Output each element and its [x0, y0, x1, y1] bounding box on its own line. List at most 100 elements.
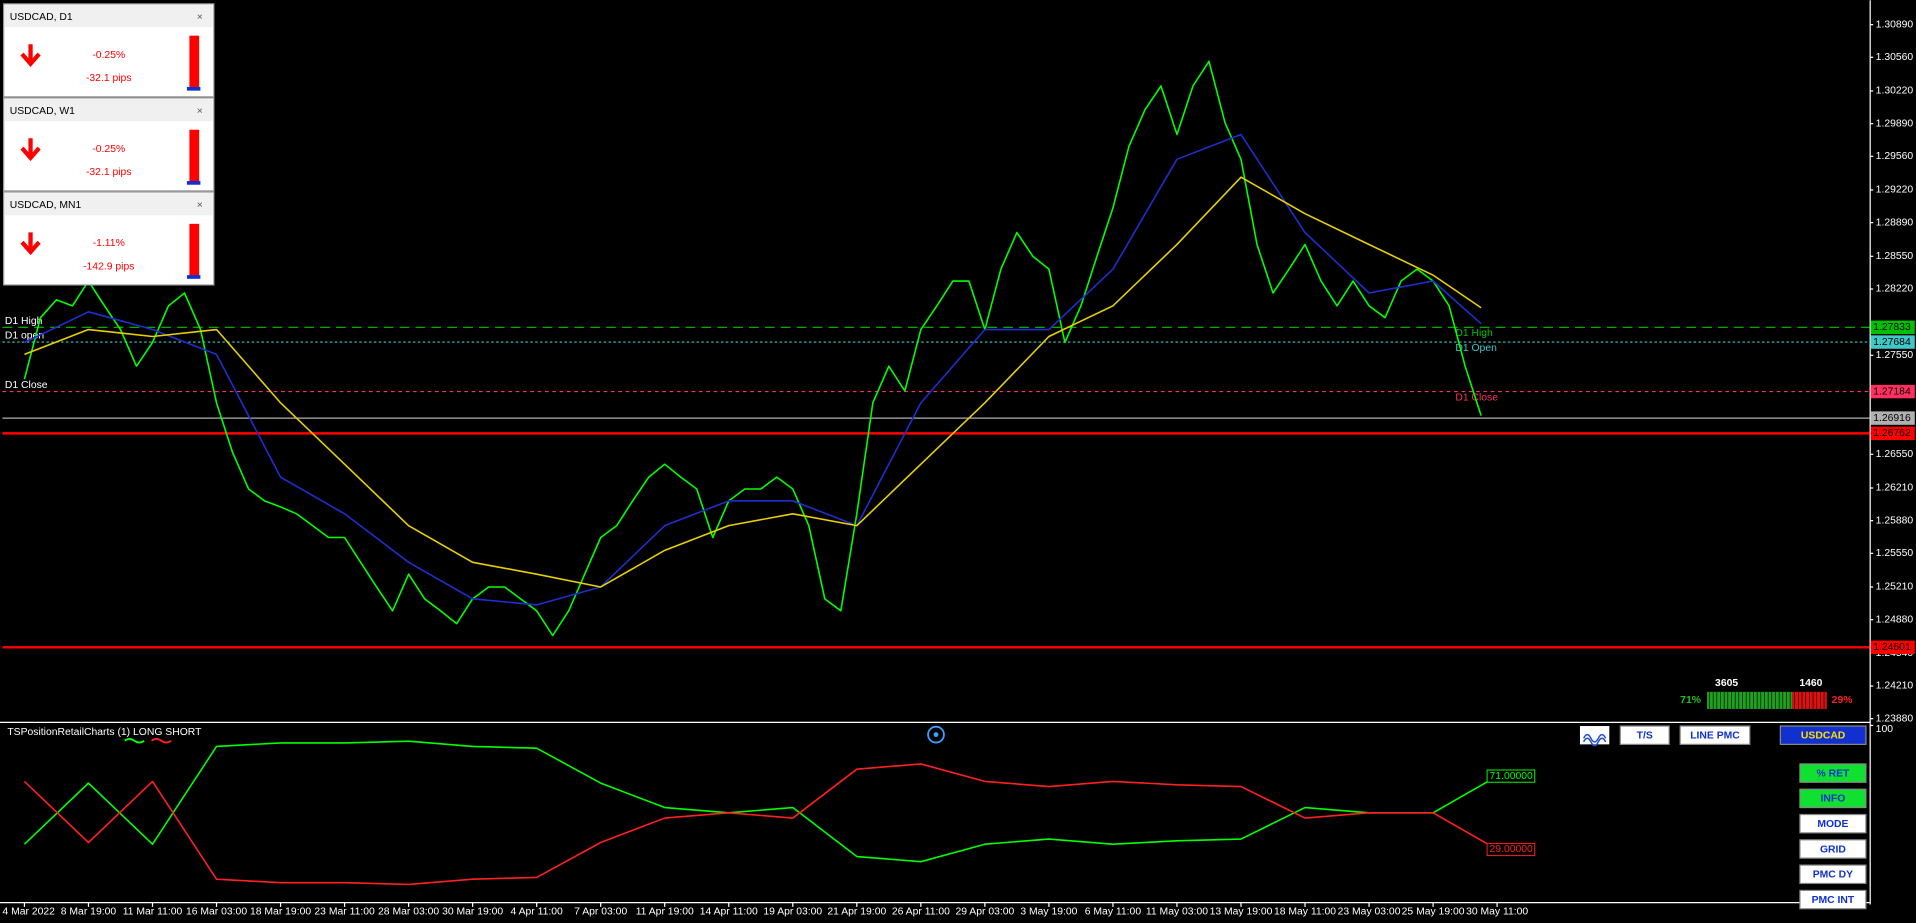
info-panel: USDCAD, D1 × -0.25% -32.1 pips — [3, 3, 215, 98]
price-level-tag — [1870, 335, 1915, 349]
x-tick-label: 18 May 11:00 — [1274, 907, 1336, 918]
toolbar-button[interactable]: USDCAD — [1779, 725, 1867, 745]
x-tick-label: 4 Mar 2022 — [2, 907, 55, 918]
level-right-text: D1 Close — [1455, 392, 1498, 403]
panel-change: -0.25% — [92, 144, 125, 155]
x-tick-label: 25 May 19:00 — [1402, 907, 1465, 918]
button-label: USDCAD — [1801, 731, 1846, 742]
y-tick-label: 1.25210 — [1876, 582, 1914, 593]
legend-long — [124, 737, 145, 744]
panel-bar — [189, 129, 200, 184]
price-level-label: 1.27684 — [1873, 337, 1911, 348]
x-tick-label: 30 Mar 19:00 — [442, 907, 503, 918]
panel-close[interactable]: × — [197, 12, 203, 23]
y-tick-label: 1.29220 — [1876, 185, 1914, 196]
price-level-label: 1.26762 — [1873, 428, 1911, 439]
panel-bar — [189, 35, 200, 90]
button-bg — [1799, 864, 1867, 885]
price-level-tag — [1870, 426, 1915, 441]
button-bg — [1799, 788, 1867, 809]
button-bg — [1799, 813, 1867, 834]
end-label-box — [1486, 842, 1536, 857]
panel-pips: -32.1 pips — [86, 167, 132, 178]
button-bg — [1679, 725, 1751, 745]
series-line — [24, 176, 1482, 588]
end-label: 71.00000 — [1490, 771, 1534, 782]
panel-change: -0.25% — [92, 50, 125, 61]
x-tick-label: 23 May 03:00 — [1338, 907, 1401, 918]
y-tick-label: 1.28220 — [1876, 284, 1914, 295]
panel-change: -1.11% — [93, 238, 125, 249]
series-line — [23, 60, 1482, 637]
x-tick-label: 29 Apr 03:00 — [955, 907, 1014, 918]
toolbar-button[interactable]: T/S — [1619, 725, 1670, 745]
sentiment-count: 3605 — [1715, 678, 1738, 689]
x-tick-label: 13 May 19:00 — [1210, 907, 1273, 918]
price-level-label: 1.27184 — [1873, 386, 1911, 397]
end-label: 29.00000 — [1490, 844, 1534, 855]
x-tick-label: 4 Apr 11:00 — [511, 907, 564, 918]
target-icon[interactable] — [927, 725, 945, 744]
button-label: LINE PMC — [1690, 731, 1740, 742]
price-level-label: 1.24601 — [1873, 642, 1911, 653]
panel-title: USDCAD, MN1 — [10, 200, 82, 211]
side-button[interactable]: PMC DY — [1799, 864, 1867, 885]
down-arrow — [20, 232, 41, 256]
price-level-tag — [1870, 320, 1915, 335]
y-tick-label: 1.30890 — [1876, 19, 1914, 30]
wave-button-bg — [1579, 726, 1610, 745]
sentiment-count: 1460 — [1799, 678, 1822, 689]
side-button[interactable]: MODE — [1799, 813, 1867, 834]
button-label: % RET — [1816, 768, 1850, 779]
button-bg — [1799, 839, 1867, 859]
y-tick-label: 1.24880 — [1876, 614, 1914, 625]
side-button[interactable]: % RET — [1799, 763, 1867, 783]
side-button[interactable]: GRID — [1799, 839, 1867, 859]
toolbar-button[interactable]: LINE PMC — [1679, 725, 1751, 745]
button-label: INFO — [1821, 794, 1846, 805]
price-level-label: 1.27833 — [1873, 322, 1911, 333]
x-tick-label: 11 May 03:00 — [1146, 907, 1208, 918]
panel-close[interactable]: × — [197, 200, 203, 211]
panel-header — [4, 99, 213, 122]
x-tick-label: 11 Apr 19:00 — [636, 907, 694, 918]
x-tick-label: 19 Apr 03:00 — [763, 907, 822, 918]
wave-button[interactable] — [1579, 726, 1610, 747]
y-tick-label: 1.28550 — [1876, 251, 1914, 262]
x-tick-label: 14 Apr 11:00 — [700, 907, 758, 918]
side-button[interactable]: INFO — [1799, 788, 1867, 809]
panel-bar-base — [186, 181, 201, 185]
panel-bar-base — [186, 275, 201, 279]
x-tick-label: 18 Mar 19:00 — [250, 907, 311, 918]
price-level-tag — [1870, 411, 1915, 425]
level-right-text: D1 Open — [1455, 343, 1497, 354]
wave-icon — [1582, 733, 1607, 747]
price-level-tag — [1870, 640, 1915, 655]
button-bg — [1779, 725, 1867, 745]
panel-pips: -32.1 pips — [86, 73, 132, 84]
y-tick-label: 1.23880 — [1876, 713, 1914, 724]
sentiment-percent: 29% — [1832, 695, 1853, 706]
sentiment-percent: 71% — [1680, 695, 1701, 706]
level-right-text: D1 High — [1455, 328, 1493, 339]
target-icon-dot — [933, 732, 939, 738]
y-tick-label: 1.30560 — [1876, 52, 1914, 63]
y-tick-label: 1.28890 — [1876, 217, 1914, 228]
series-line — [23, 740, 1498, 863]
x-tick-label: 8 Mar 19:00 — [61, 907, 117, 918]
y-tick-label: 1.26550 — [1876, 449, 1914, 460]
panel-close[interactable]: × — [197, 106, 203, 117]
legend-short — [150, 737, 172, 744]
down-arrow — [20, 44, 41, 68]
y-tick-label: 1.24210 — [1876, 681, 1914, 692]
info-panel: USDCAD, MN1 × -1.11% -142.9 pips — [3, 191, 215, 286]
series-line — [24, 133, 1482, 606]
panel-bar-base — [186, 86, 201, 91]
button-bg — [1799, 889, 1867, 910]
info-panel: USDCAD, W1 × -0.25% -32.1 pips — [3, 97, 215, 192]
x-tick-label: 23 Mar 11:00 — [314, 907, 375, 918]
side-button[interactable]: PMC INT — [1799, 889, 1867, 910]
price-level-label: 1.26916 — [1873, 413, 1911, 424]
button-label: PMC INT — [1812, 895, 1855, 906]
y-tick-label: 1.26210 — [1876, 483, 1914, 494]
